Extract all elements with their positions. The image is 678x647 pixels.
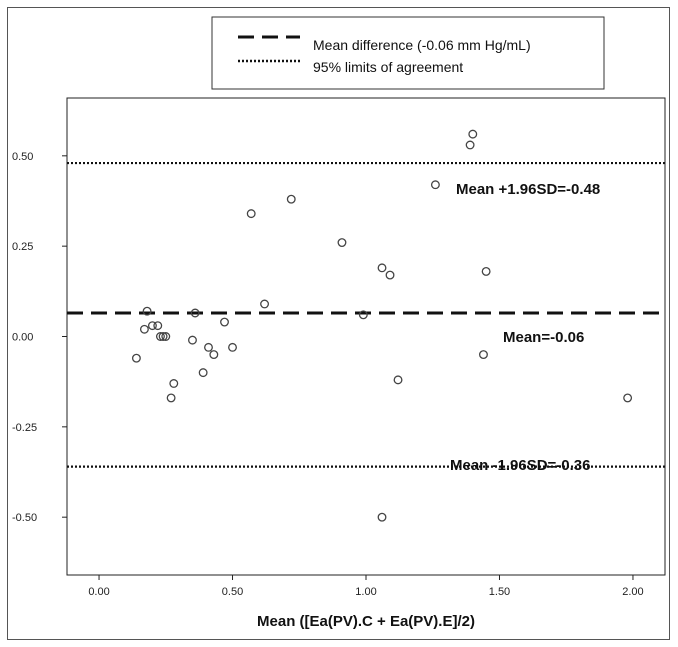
data-point (468, 129, 478, 139)
data-point (623, 393, 633, 403)
y-tick-label: 0.50 (12, 151, 33, 163)
data-points (131, 129, 633, 522)
data-point (260, 299, 270, 309)
data-point (246, 209, 256, 219)
data-point (169, 379, 179, 388)
data-point (158, 332, 168, 341)
y-tick-label: -0.50 (12, 512, 37, 524)
x-tick-label: 0.00 (88, 586, 109, 598)
data-point (377, 263, 387, 273)
x-axis-title: Mean ([Ea(PV).C + Ea(PV).E]/2) (257, 613, 475, 630)
data-point (188, 335, 197, 345)
y-tick-label: -0.25 (12, 422, 37, 434)
data-point (153, 321, 163, 331)
data-point (228, 342, 237, 352)
y-axis: 0.50 0.25 0.00 -0.25 -0.50 (12, 151, 67, 524)
legend-mean-label: Mean difference (-0.06 mm Hg/mL) (313, 37, 531, 53)
x-tick-label: 1.50 (489, 586, 510, 598)
data-point (479, 350, 488, 360)
data-point (377, 512, 387, 522)
legend-limits-label: 95% limits of agreement (313, 59, 463, 75)
data-point (220, 317, 229, 327)
reference-lines (67, 161, 665, 468)
data-point (204, 342, 213, 352)
data-point (481, 267, 491, 276)
data-point (147, 321, 157, 331)
x-tick-label: 2.00 (622, 586, 643, 598)
lower-limit-label: Mean -1.96SD=-0.36 (450, 457, 591, 474)
legend: Mean difference (-0.06 mm Hg/mL) 95% lim… (211, 16, 605, 90)
data-point (161, 332, 171, 341)
figure-frame (7, 7, 670, 640)
data-point (166, 393, 176, 403)
data-point (286, 194, 296, 204)
data-point (465, 140, 475, 150)
data-point (142, 306, 152, 316)
data-point (198, 368, 208, 378)
mean-line-label: Mean=-0.06 (503, 329, 584, 346)
y-tick-label: 0.00 (12, 332, 33, 344)
data-point (385, 270, 395, 280)
data-point (430, 180, 440, 190)
data-point (209, 350, 219, 360)
data-point (337, 238, 347, 247)
x-tick-label: 0.50 (222, 586, 243, 598)
data-point (139, 324, 149, 334)
x-tick-label: 1.00 (355, 586, 376, 598)
data-point (155, 332, 165, 341)
legend-box (211, 16, 605, 90)
data-point (358, 310, 368, 320)
upper-limit-label: Mean +1.96SD=-0.48 (456, 181, 600, 198)
data-point (393, 375, 403, 385)
x-axis: 0.00 0.50 1.00 1.50 2.00 (88, 575, 644, 598)
y-tick-label: 0.25 (12, 241, 33, 253)
data-point (190, 308, 200, 318)
data-point (131, 353, 141, 363)
